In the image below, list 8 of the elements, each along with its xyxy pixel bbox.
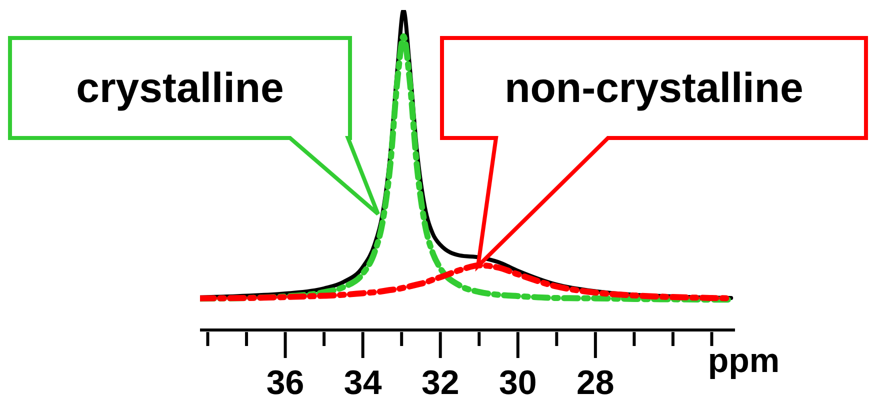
x-tick-label: 28: [576, 364, 614, 402]
annotation: crystalline: [76, 64, 284, 111]
x-tick-label: 32: [421, 364, 460, 402]
x-tick-label: 36: [266, 364, 304, 402]
x-tick-label: 34: [344, 364, 382, 402]
annotation: non-crystalline: [504, 64, 804, 111]
x-tick-label: 30: [498, 364, 537, 402]
x-axis-title: ppm: [708, 342, 780, 380]
